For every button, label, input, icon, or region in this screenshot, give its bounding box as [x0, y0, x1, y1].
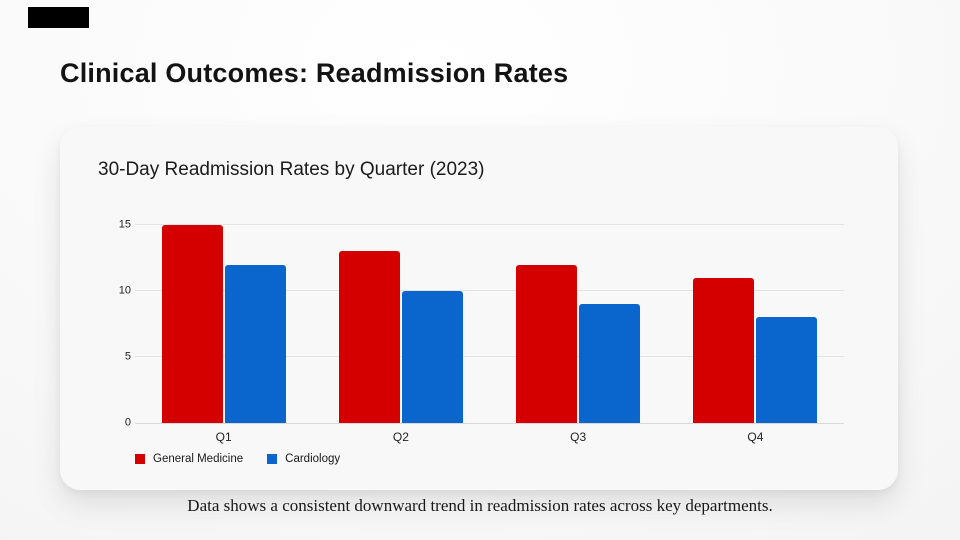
chart-legend: General Medicine Cardiology [135, 453, 340, 465]
y-tick-label-15: 15 [118, 218, 131, 231]
y-tick-label-0: 0 [124, 416, 131, 429]
bar-cardiology-q2 [401, 291, 463, 423]
legend-swatch-general-medicine [135, 454, 145, 464]
chart-title: 30-Day Readmission Rates by Quarter (202… [98, 159, 485, 180]
y-axis-labels: 0 5 10 15 [60, 219, 131, 428]
bar-cardiology-q3 [579, 304, 641, 423]
footer-note: Data shows a consistent downward trend i… [187, 496, 773, 515]
bar-general-medicine-q3 [516, 264, 578, 423]
legend-item-cardiology: Cardiology [267, 453, 340, 465]
legend-swatch-cardiology [267, 454, 278, 464]
bar-general-medicine-q4 [693, 277, 755, 423]
y-tick-label-5: 5 [124, 350, 131, 363]
x-axis-labels: Q1 Q2 Q3 Q4 [135, 430, 844, 444]
bar-general-medicine-q2 [338, 251, 400, 423]
bar-cardiology-q4 [756, 317, 818, 423]
legend-item-general-medicine: General Medicine [135, 453, 243, 465]
legend-label-cardiology: Cardiology [285, 453, 341, 465]
x-tick-label-q2: Q2 [392, 430, 409, 444]
brand-block [28, 7, 89, 28]
chart-card: 30-Day Readmission Rates by Quarter (202… [60, 127, 898, 490]
x-tick-label-q1: Q1 [215, 430, 232, 444]
x-tick-label-q4: Q4 [747, 430, 764, 444]
plot-area [135, 224, 844, 424]
bar-cardiology-q1 [224, 264, 286, 423]
bar-general-medicine-q1 [161, 225, 223, 423]
bar-groups [135, 225, 844, 423]
bar-group-q1 [135, 225, 312, 423]
x-tick-label-q3: Q3 [570, 430, 587, 444]
bar-group-q4 [667, 225, 844, 423]
bar-group-q2 [312, 225, 489, 423]
legend-label-general-medicine: General Medicine [153, 453, 244, 465]
bar-group-q3 [490, 225, 667, 423]
gridline-15 [135, 224, 844, 225]
gridline-5 [135, 356, 844, 358]
gridline-10 [135, 290, 844, 292]
y-tick-label-10: 10 [118, 284, 131, 297]
slide-title: Clinical Outcomes: Readmission Rates [60, 58, 569, 88]
